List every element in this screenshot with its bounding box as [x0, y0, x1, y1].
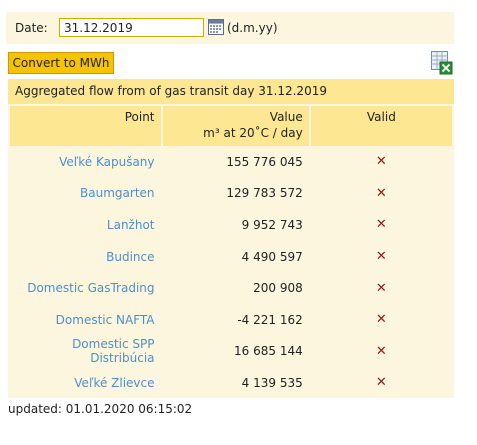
updated-timestamp: updated: 01.01.2020 06:15:02 [8, 402, 193, 416]
table-header-row: Point Value m³ at 20˚C / day Valid [10, 106, 452, 146]
flow-value: 200 908 [253, 281, 303, 296]
invalid-icon: ✕ [375, 343, 387, 359]
invalid-icon: ✕ [375, 185, 387, 201]
point-link[interactable]: Domestic SPP Distribúcia [72, 337, 155, 366]
flow-value: 155 776 045 [226, 154, 303, 169]
point-link[interactable]: Baumgarten [80, 186, 155, 201]
column-header-point-label: Point [124, 110, 155, 124]
table-row: Budince 4 490 597 ✕ [10, 241, 452, 273]
point-link[interactable]: Veľké Kapušany [59, 154, 155, 169]
point-link[interactable]: Lanžhot [106, 217, 155, 232]
table-row: Lanžhot 9 952 743 ✕ [10, 209, 452, 241]
flow-value: 4 139 535 [241, 375, 303, 390]
table-row: Baumgarten 129 783 572 ✕ [10, 178, 452, 210]
invalid-icon: ✕ [375, 154, 387, 170]
convert-to-mwh-button[interactable]: Convert to MWh [8, 52, 114, 74]
column-header-valid: Valid [310, 106, 452, 146]
date-format-hint: (d.m.yy) [227, 21, 278, 35]
column-header-point: Point [10, 106, 161, 146]
table-row: Veľké Kapušany 155 776 045 ✕ [10, 146, 452, 178]
calendar-icon[interactable] [208, 19, 224, 35]
invalid-icon: ✕ [375, 375, 387, 391]
flow-table: Point Value m³ at 20˚C / day Valid Veľké… [8, 106, 454, 399]
table-row: Veľké Zlievce 4 139 535 ✕ [10, 367, 452, 399]
table-row: Domestic SPP Distribúcia 16 685 144 ✕ [10, 336, 452, 368]
column-header-valid-label: Valid [366, 110, 396, 124]
column-header-value-label: Value [269, 110, 303, 124]
date-label: Date: [15, 21, 48, 35]
flow-table-panel: Aggregated flow from of gas transit day … [8, 79, 454, 398]
excel-export-icon[interactable] [431, 51, 453, 75]
table-row: Domestic GasTrading 200 908 ✕ [10, 272, 452, 304]
invalid-icon: ✕ [375, 249, 387, 265]
date-filter-row: Date: (d.m.yy) [6, 12, 454, 44]
point-link[interactable]: Domestic GasTrading [27, 281, 155, 296]
table-row: Domestic NAFTA -4 221 162 ✕ [10, 304, 452, 336]
flow-value: 4 490 597 [241, 249, 303, 264]
date-input[interactable] [59, 18, 204, 37]
point-link[interactable]: Budince [106, 249, 155, 264]
invalid-icon: ✕ [375, 217, 387, 233]
table-caption: Aggregated flow from of gas transit day … [8, 79, 454, 104]
flow-value: 16 685 144 [234, 344, 303, 359]
flow-value: 129 783 572 [226, 186, 303, 201]
invalid-icon: ✕ [375, 280, 387, 296]
point-link[interactable]: Domestic NAFTA [55, 312, 155, 327]
column-header-value: Value m³ at 20˚C / day [162, 106, 309, 146]
point-link[interactable]: Veľké Zlievce [74, 375, 155, 390]
flow-value: 9 952 743 [241, 217, 303, 232]
flow-value: -4 221 162 [237, 312, 303, 327]
column-header-value-unit: m³ at 20˚C / day [203, 126, 303, 140]
invalid-icon: ✕ [375, 312, 387, 328]
